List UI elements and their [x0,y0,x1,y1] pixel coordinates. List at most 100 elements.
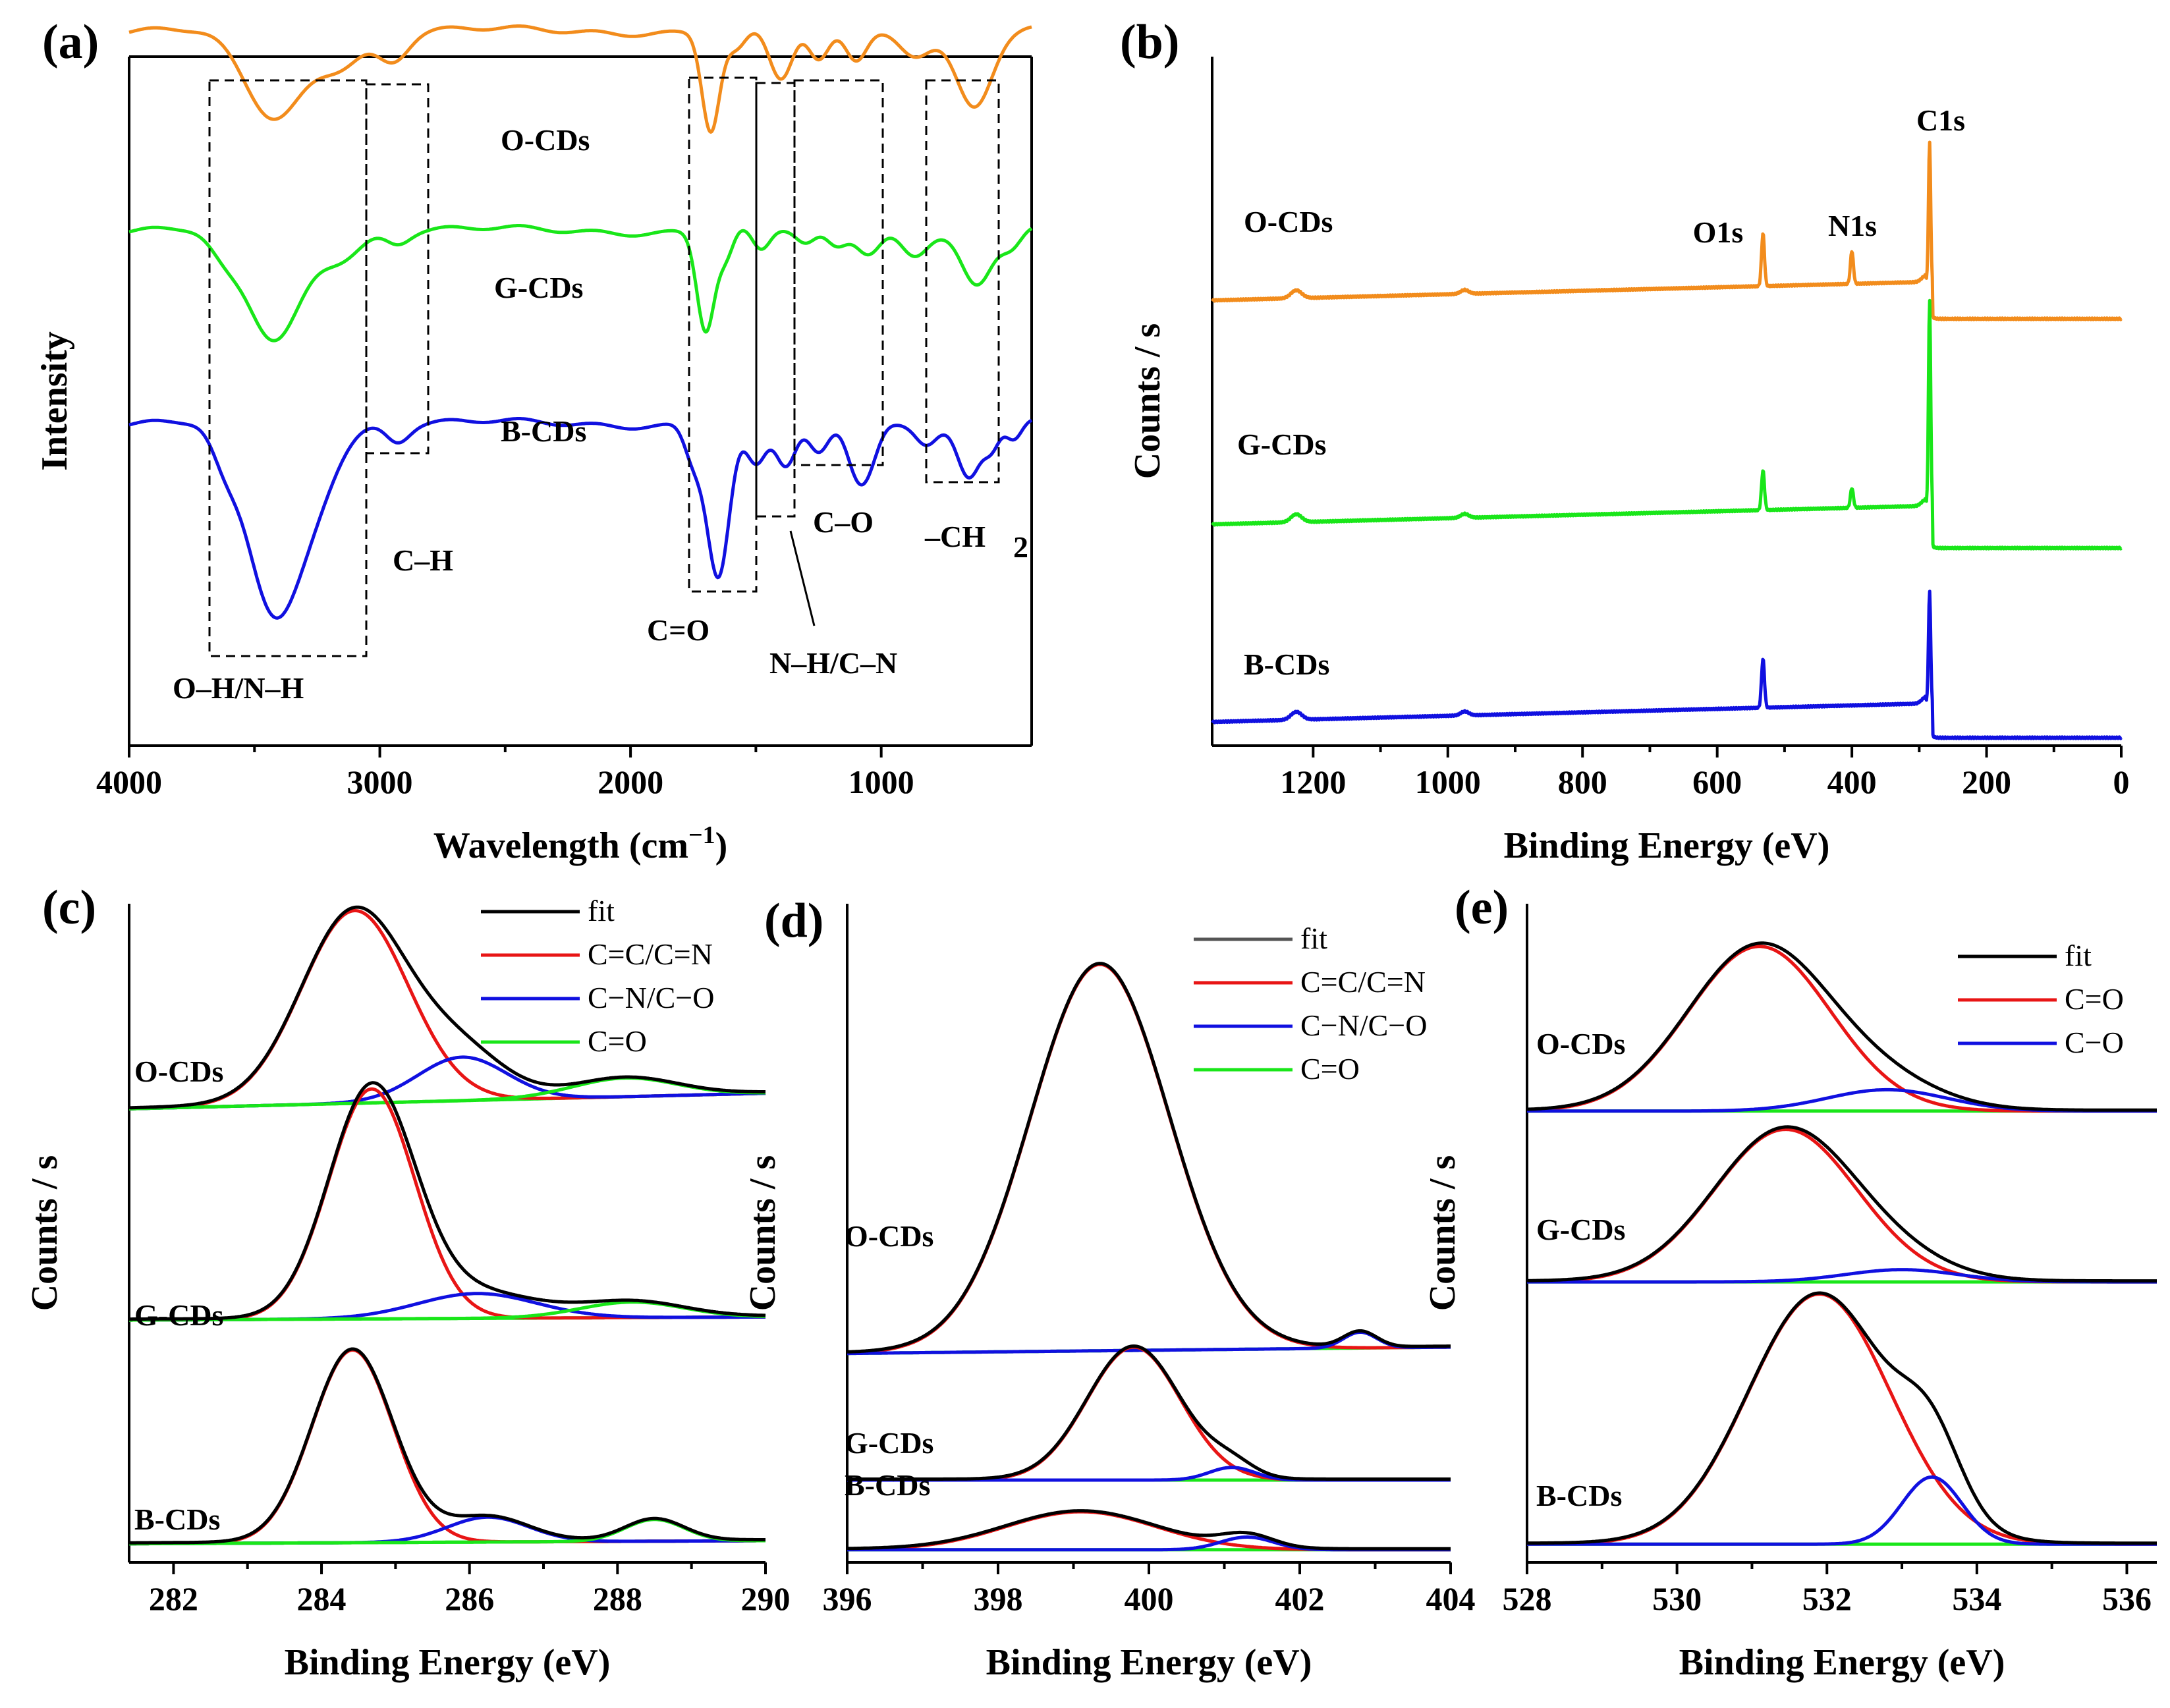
series-O-CDs: O-CDs [845,962,1451,1356]
legend: fit C=O C−O [1958,939,2124,1059]
peak-label-o1s: O1s [1693,215,1744,249]
legend-label: fit [1300,922,1327,955]
fit-line [847,1344,1451,1481]
series-G-CDs: G-CDs [1526,1125,2157,1284]
chart-a: (a) 4000 3000 2000 1000 Wavelength (cm−1) Inte… [34,15,1033,866]
ftir-series-G-CDs [128,224,1033,343]
series-label: B-CDs [501,414,586,448]
x-tick-label: 0 [2113,763,2130,800]
y-axis-title: Intensity [34,331,75,471]
panel-label: (a) [42,15,99,69]
series-label: O-CDs [134,1055,223,1088]
chart-d: (d) 396 398 400 402 404 Binding Energy (eV) Cou… [742,894,1476,1683]
panel-label: (e) [1455,881,1509,935]
series-label: B-CDs [1536,1479,1622,1512]
annot-ch: C–H [393,543,453,577]
legend-label: C=C/C=N [1300,965,1426,999]
series-label: O-CDs [845,1219,933,1253]
annot-oh-nh: O–H/N–H [173,671,304,705]
series-label: O-CDs [1244,205,1333,238]
peak-label-n1s: N1s [1828,209,1877,242]
box-ch2 [925,79,1000,483]
component-red [1526,1128,2157,1284]
fit-line [847,1509,1451,1551]
x-tick-label: 200 [1962,763,2011,800]
x-tick-label: 396 [823,1580,872,1617]
x-tick-label: 286 [445,1580,494,1617]
x-axis-title: Wavelength (cm−1) [433,821,728,866]
legend: fit C=C/C=N C−N/C−O C=O [481,894,714,1058]
x-tick-label: 288 [593,1580,642,1617]
x-tick-label: 284 [297,1580,347,1617]
fit-line [1526,1291,2157,1545]
series-O-CDs: O-CDs [128,905,766,1111]
box-oh-nh [208,79,368,657]
x-tick-label: 1200 [1280,763,1346,800]
series-label: G-CDs [845,1426,933,1460]
survey-series-O-CDs [1211,140,2123,321]
x-tick-label: 1000 [1415,763,1481,800]
x-tick-label: 400 [1125,1580,1174,1617]
x-tick-label: 800 [1558,763,1607,800]
annot-co-double: C=O [647,613,709,647]
legend-label: C=O [1300,1052,1360,1086]
x-tick-label: 530 [1652,1580,1702,1617]
component-blue [1526,1088,2157,1113]
component-red [847,1345,1451,1482]
x-tick-label: 398 [974,1580,1023,1617]
chart-e: (e) 528 530 532 534 536 Binding Energy (eV) Cou… [1422,881,2157,1683]
legend-label: C−O [2065,1026,2124,1059]
box-nh-cn [755,82,796,518]
x-tick-label: 2000 [598,763,663,800]
series-group: O-CDs G-CDs B-CDs [128,24,1033,620]
series-label: B-CDs [1244,647,1329,681]
x-axis-title-main: Wavelength (cm [433,825,688,866]
panel-label: (d) [764,894,823,948]
y-axis-title: Counts / s [742,1155,783,1311]
legend: fit C=C/C=N C−N/C−O C=O [1194,922,1427,1086]
x-tick-label: 282 [149,1580,198,1617]
annot-nh-cn: N–H/C–N [769,646,897,680]
x-tick-label: 3000 [347,763,413,800]
x-axis-title-close: ) [715,825,728,866]
chart-b: (b) 1200 1000 800 600 400 200 0 Binding Energy (… [1120,15,2130,866]
legend-label: fit [588,894,615,927]
annot-ch2: –CH [924,520,986,553]
series-G-CDs: G-CDs [845,1344,1451,1482]
panel-label: (b) [1120,15,1179,69]
survey-series-G-CDs [1211,298,2123,551]
series-B-CDs: B-CDs [845,1468,1451,1552]
legend-label: C−N/C−O [588,981,714,1014]
component-blue [1526,1475,2157,1546]
peak-label-c1s: C1s [1916,103,1965,137]
legend-label: C=C/C=N [588,937,713,971]
x-tick-label: 536 [2102,1580,2152,1617]
fit-line [1526,1125,2157,1283]
survey-series-B-CDs [1211,590,2123,740]
series-O-CDs: O-CDs [1526,941,2157,1113]
fit-line [128,1081,766,1321]
x-axis-title: Binding Energy (eV) [1504,825,1830,866]
series-label: G-CDs [1237,427,1326,461]
fit-line [847,962,1451,1354]
annot-c-o: C–O [813,505,874,539]
x-tick-label: 400 [1827,763,1877,800]
legend-label: fit [2065,939,2092,972]
x-axis-title: Binding Energy (eV) [1679,1642,2005,1683]
series-label: O-CDs [501,123,590,157]
component-red [128,1087,766,1322]
ftir-series-O-CDs [128,24,1032,134]
panel-label: (c) [42,881,96,935]
pointer-line [789,530,816,626]
series-label: B-CDs [845,1468,930,1502]
x-tick-label: 4000 [96,763,162,800]
box-ch [365,83,430,455]
x-axis-title: Binding Energy (eV) [285,1642,611,1683]
x-tick-label: 1000 [849,763,914,800]
series-label: B-CDs [134,1502,220,1536]
series-label: O-CDs [1536,1027,1625,1061]
series-B-CDs: B-CDs [128,1347,766,1546]
series-label: G-CDs [1536,1213,1625,1246]
series-label: G-CDs [134,1298,223,1332]
y-axis-title: Counts / s [24,1155,65,1311]
